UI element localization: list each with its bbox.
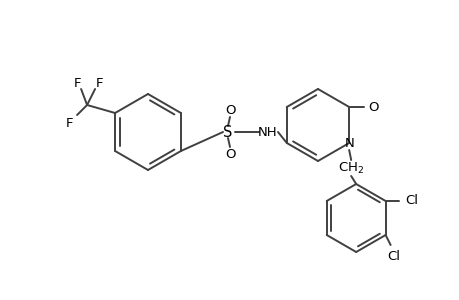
- Text: O: O: [225, 148, 236, 160]
- Text: F: F: [65, 116, 73, 130]
- Text: S: S: [223, 124, 232, 140]
- Text: NH: NH: [257, 125, 277, 139]
- Text: Cl: Cl: [386, 250, 399, 263]
- Text: O: O: [367, 100, 378, 113]
- Text: CH$_2$: CH$_2$: [337, 160, 364, 175]
- Text: F: F: [73, 76, 81, 89]
- Text: Cl: Cl: [404, 194, 417, 208]
- Text: N: N: [343, 136, 353, 149]
- Text: F: F: [95, 76, 103, 89]
- Text: O: O: [225, 103, 236, 116]
